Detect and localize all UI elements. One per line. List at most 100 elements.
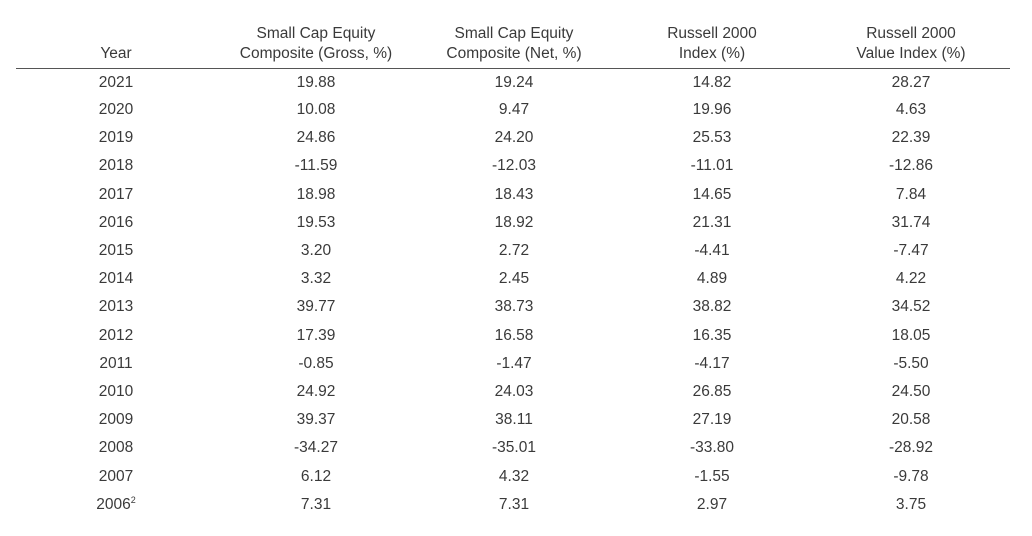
header-russell-2000-value-line2: Value Index (%) — [856, 45, 966, 62]
year-cell: 2018 — [16, 152, 216, 180]
russell-2000-value-cell-value: 4.63 — [895, 101, 927, 119]
russell-2000-value-cell: 22.39 — [812, 124, 1010, 152]
year-cell: 2014 — [16, 265, 216, 293]
russell-2000-cell: 21.31 — [612, 209, 812, 237]
net-return-cell: 9.47 — [416, 96, 612, 124]
net-return-cell-value: 2.72 — [498, 242, 530, 260]
table-row: 2021 19.88 19.24 14.82 28.27 — [16, 69, 1010, 97]
russell-2000-cell: -1.55 — [612, 462, 812, 490]
net-return-cell-value: 2.45 — [498, 270, 530, 288]
russell-2000-cell-value: 21.31 — [692, 213, 732, 231]
russell-2000-cell-value: 4.89 — [696, 270, 728, 288]
gross-return-cell: -11.59 — [216, 152, 416, 180]
russell-2000-cell-value: 25.53 — [692, 129, 732, 147]
net-return-cell: 2.45 — [416, 265, 612, 293]
gross-return-cell-value: 3.32 — [300, 270, 332, 288]
table-row: 2011 -0.85 -1.47 -4.17 -5.50 — [16, 350, 1010, 378]
header-net-line1: Small Cap Equity — [454, 25, 574, 42]
russell-2000-cell-value: 27.19 — [692, 411, 732, 429]
table-row: 2015 3.20 2.72 -4.41 -7.47 — [16, 237, 1010, 265]
gross-return-cell-value: 6.12 — [300, 467, 332, 485]
russell-2000-value-cell-value: 20.58 — [891, 411, 931, 429]
net-return-cell: -12.03 — [416, 152, 612, 180]
russell-2000-cell-value: 14.82 — [692, 73, 732, 91]
year-cell-value: 2013 — [98, 298, 134, 316]
russell-2000-value-cell-value: 24.50 — [891, 382, 931, 400]
header-row: Year Small Cap Equity Composite (Gross, … — [16, 24, 1010, 69]
russell-2000-value-cell-value: 3.75 — [895, 495, 927, 513]
gross-return-cell-value: -0.85 — [298, 354, 334, 372]
year-cell: 2007 — [16, 462, 216, 490]
year-cell-value: 2020 — [98, 101, 134, 119]
russell-2000-cell: 19.96 — [612, 96, 812, 124]
russell-2000-value-cell-value: -28.92 — [889, 439, 933, 457]
net-return-cell-value: 38.73 — [494, 298, 534, 316]
gross-return-cell: 17.39 — [216, 322, 416, 350]
year-cell: 2020 — [16, 96, 216, 124]
gross-return-cell-value: 10.08 — [296, 101, 336, 119]
russell-2000-cell: -4.41 — [612, 237, 812, 265]
gross-return-cell-value: 24.92 — [296, 382, 336, 400]
header-russell-2000-value-line1: Russell 2000 — [866, 25, 956, 42]
russell-2000-value-cell-value: 31.74 — [891, 213, 931, 231]
gross-return-cell-value: 3.20 — [300, 242, 332, 260]
russell-2000-value-cell-value: -7.47 — [893, 242, 929, 260]
net-return-cell: 18.43 — [416, 181, 612, 209]
gross-return-cell: 19.88 — [216, 69, 416, 97]
year-cell: 20062 — [16, 491, 216, 519]
russell-2000-value-cell: 28.27 — [812, 69, 1010, 97]
year-cell-value: 2014 — [98, 270, 134, 288]
russell-2000-cell-value: -4.17 — [694, 354, 730, 372]
year-cell: 2010 — [16, 378, 216, 406]
russell-2000-value-cell-value: 18.05 — [891, 326, 931, 344]
year-cell: 2021 — [16, 69, 216, 97]
year-cell-value: 2021 — [98, 73, 134, 91]
gross-return-cell: 7.31 — [216, 491, 416, 519]
gross-return-cell-value: 7.31 — [300, 495, 332, 513]
year-cell-value: 2009 — [98, 411, 134, 429]
table-row: 20062 7.31 7.31 2.97 3.75 — [16, 491, 1010, 519]
year-cell: 2012 — [16, 322, 216, 350]
net-return-cell-value: 24.20 — [494, 129, 534, 147]
russell-2000-value-cell: 3.75 — [812, 491, 1010, 519]
net-return-cell: 24.03 — [416, 378, 612, 406]
year-cell: 2008 — [16, 434, 216, 462]
year-cell-value: 2019 — [98, 129, 134, 147]
table-row: 2007 6.12 4.32 -1.55 -9.78 — [16, 462, 1010, 490]
table-row: 2018 -11.59 -12.03 -11.01 -12.86 — [16, 152, 1010, 180]
russell-2000-cell-value: 2.97 — [696, 495, 728, 513]
russell-2000-value-cell-value: 28.27 — [891, 73, 931, 91]
gross-return-cell: 24.92 — [216, 378, 416, 406]
header-year: Year — [16, 24, 216, 69]
table-row: 2016 19.53 18.92 21.31 31.74 — [16, 209, 1010, 237]
russell-2000-value-cell: 18.05 — [812, 322, 1010, 350]
header-gross-line2: Composite (Gross, %) — [239, 45, 393, 62]
gross-return-cell: 3.20 — [216, 237, 416, 265]
footnote-marker: 2 — [130, 494, 136, 505]
russell-2000-cell: -4.17 — [612, 350, 812, 378]
net-return-cell-value: 38.11 — [495, 411, 533, 429]
year-cell-value: 2011 — [99, 354, 133, 372]
russell-2000-cell: 2.97 — [612, 491, 812, 519]
gross-return-cell-value: 39.77 — [296, 298, 336, 316]
gross-return-cell: 18.98 — [216, 181, 416, 209]
gross-return-cell-value: 19.88 — [296, 73, 336, 91]
russell-2000-value-cell: -5.50 — [812, 350, 1010, 378]
net-return-cell: 4.32 — [416, 462, 612, 490]
year-cell-value: 2018 — [98, 157, 134, 175]
table-row: 2013 39.77 38.73 38.82 34.52 — [16, 293, 1010, 321]
year-cell: 2009 — [16, 406, 216, 434]
russell-2000-value-cell: 34.52 — [812, 293, 1010, 321]
gross-return-cell: 3.32 — [216, 265, 416, 293]
header-net-line2: Composite (Net, %) — [446, 45, 582, 62]
header-gross: Small Cap Equity Composite (Gross, %) — [216, 24, 416, 69]
russell-2000-value-cell-value: 22.39 — [891, 129, 931, 147]
gross-return-cell: 24.86 — [216, 124, 416, 152]
table-row: 2012 17.39 16.58 16.35 18.05 — [16, 322, 1010, 350]
net-return-cell: 19.24 — [416, 69, 612, 97]
russell-2000-value-cell: -12.86 — [812, 152, 1010, 180]
performance-table: Year Small Cap Equity Composite (Gross, … — [16, 24, 1010, 519]
net-return-cell: 7.31 — [416, 491, 612, 519]
russell-2000-value-cell: -7.47 — [812, 237, 1010, 265]
net-return-cell-value: 7.31 — [498, 495, 530, 513]
